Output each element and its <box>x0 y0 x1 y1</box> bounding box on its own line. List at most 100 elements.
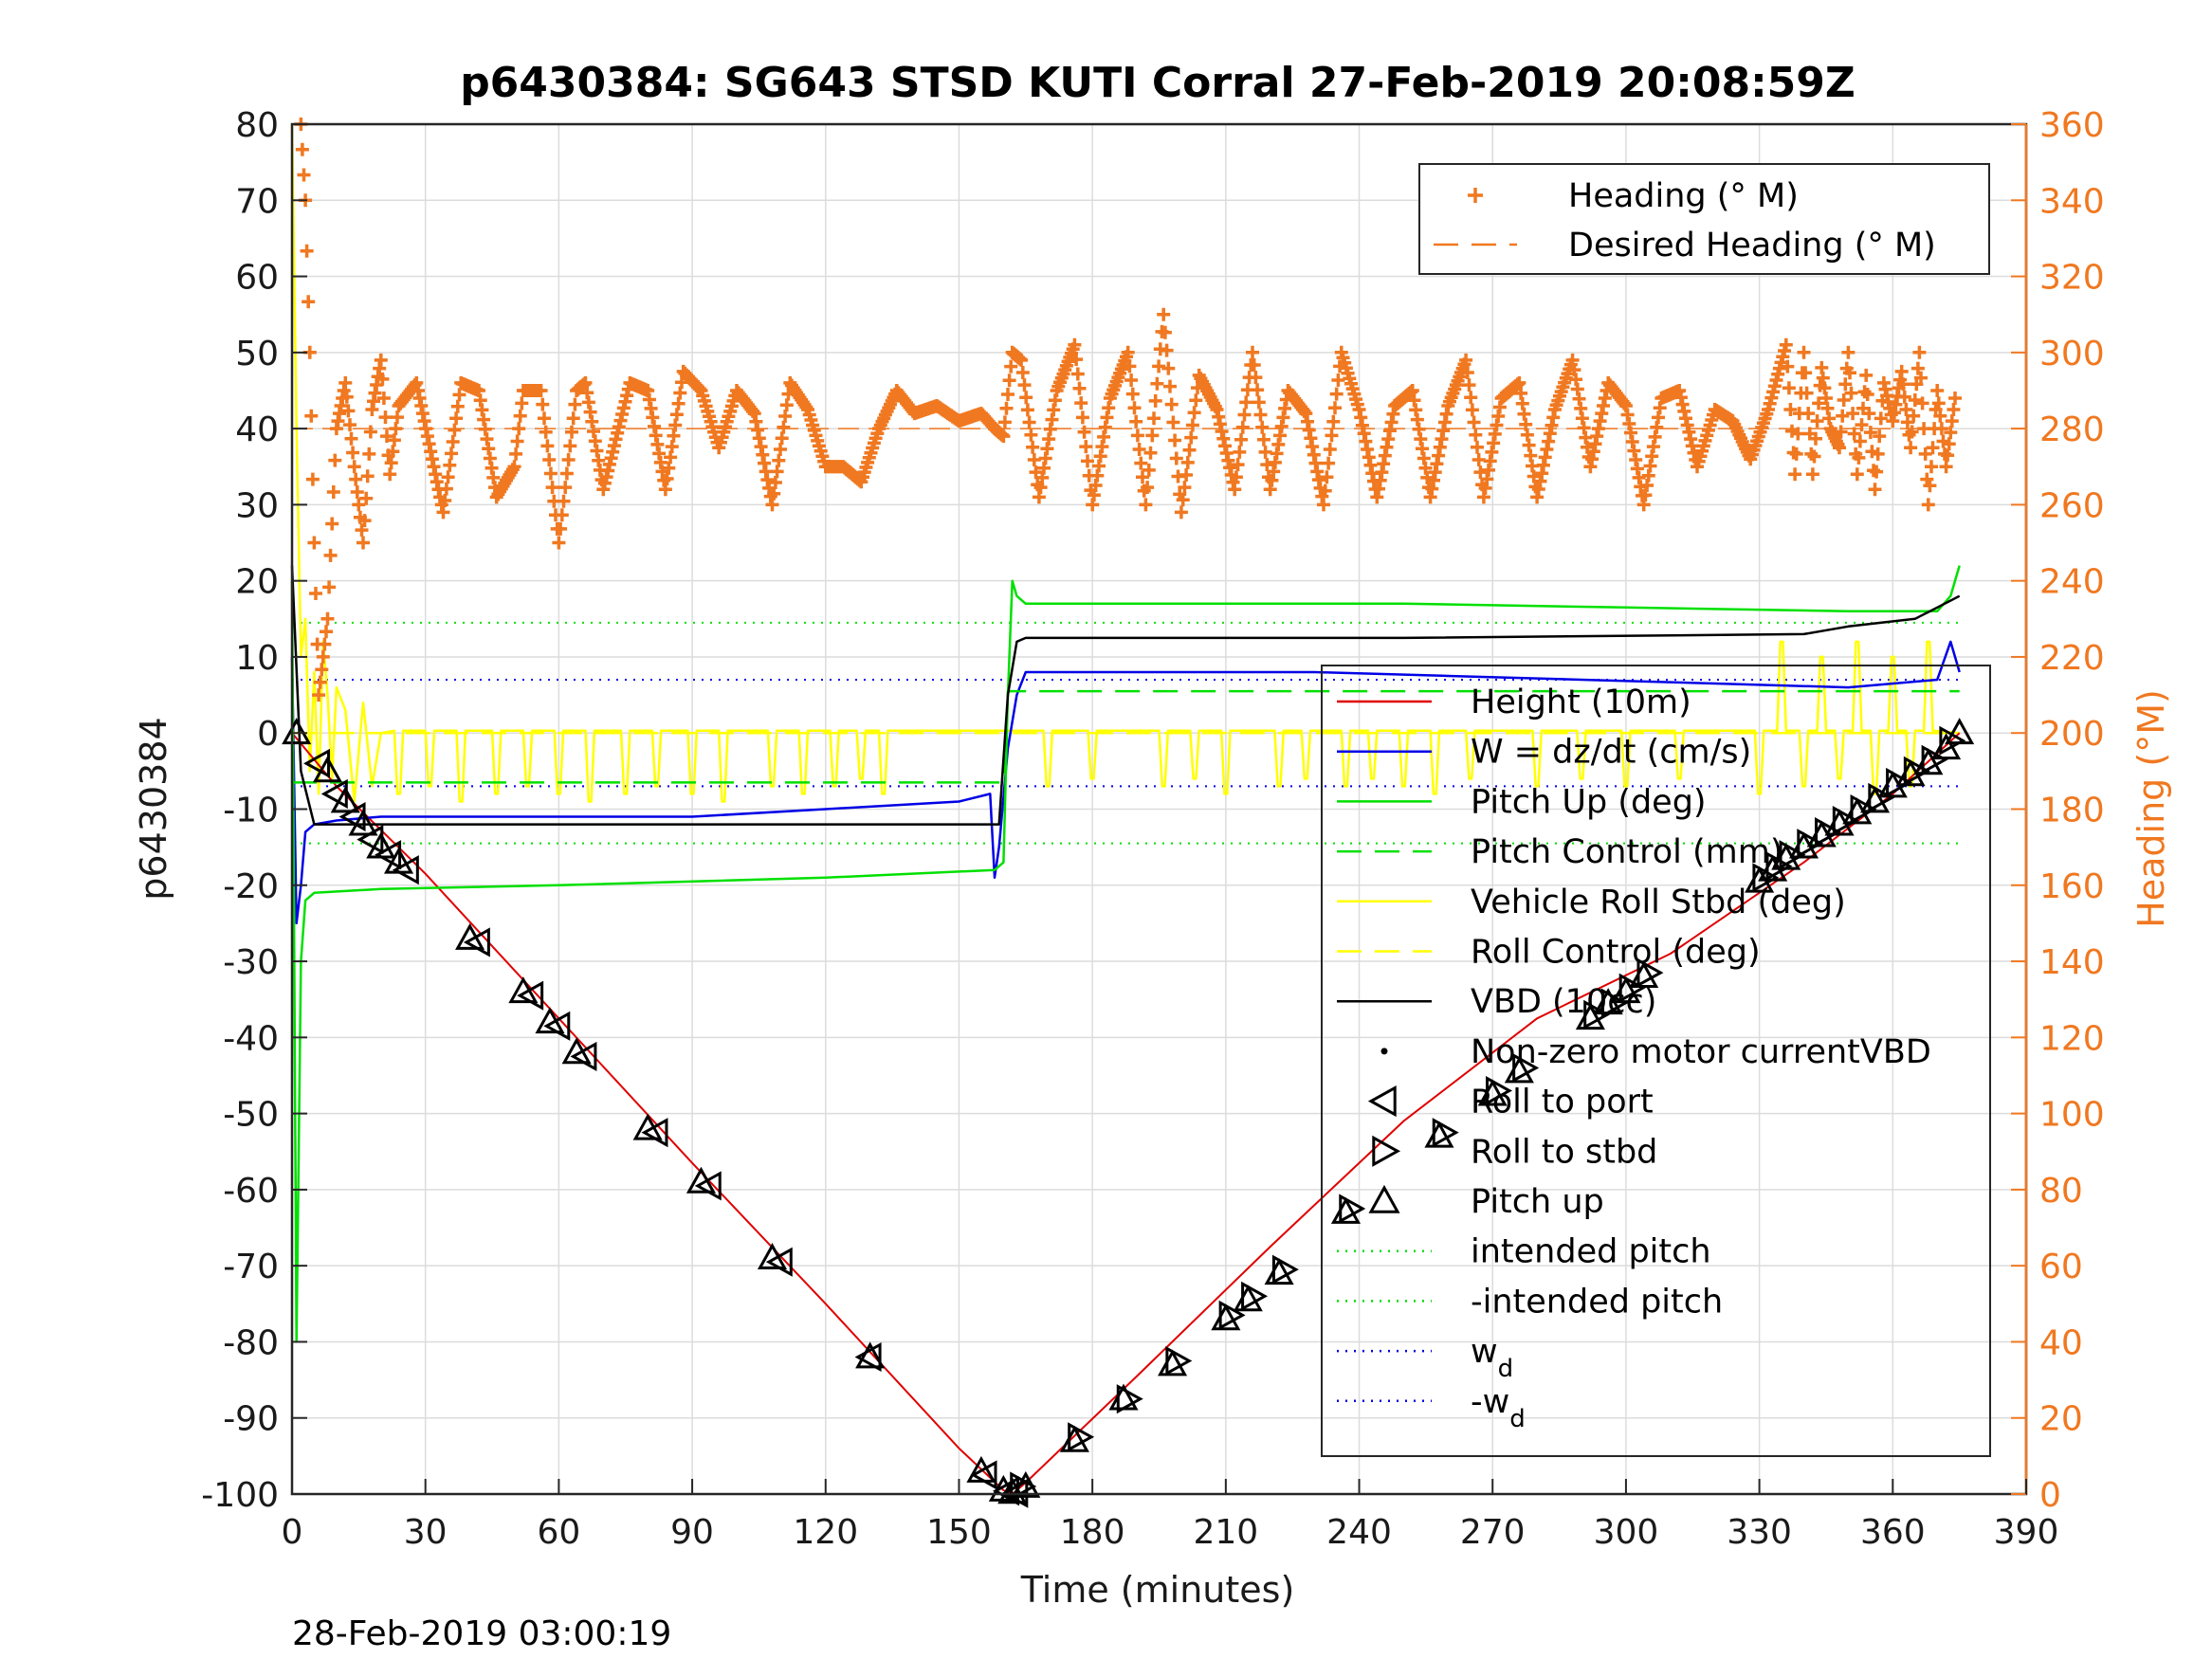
heading-marker <box>1234 432 1248 447</box>
heading-marker <box>1870 465 1884 479</box>
heading-marker <box>1627 444 1641 458</box>
roll-stbd-marker <box>1618 973 1646 1003</box>
heading-marker <box>1925 460 1938 474</box>
heading-marker <box>1255 420 1270 434</box>
heading-marker <box>1782 381 1796 395</box>
heading-marker <box>1235 420 1250 434</box>
roll-stbd-marker <box>1779 840 1806 870</box>
heading-marker <box>1125 387 1140 401</box>
heading-marker <box>1237 408 1252 422</box>
heading-marker <box>1074 396 1088 410</box>
heading-marker <box>1326 414 1341 428</box>
heading-marker <box>1228 483 1242 497</box>
x-tick-label: 30 <box>404 1513 448 1552</box>
legend-main-label: Roll to stbd <box>1471 1133 1657 1171</box>
heading-marker <box>323 548 338 562</box>
heading-marker <box>1416 442 1429 456</box>
heading-marker <box>1918 447 1932 461</box>
legend-swatch <box>1380 1048 1388 1055</box>
heading-marker <box>1797 345 1811 359</box>
heading-marker <box>386 445 400 459</box>
y-axis-label-right: Heading (°M) <box>2130 689 2172 928</box>
heading-marker <box>1015 366 1030 379</box>
pitch-up-marker <box>348 809 378 836</box>
heading-marker <box>1143 446 1158 460</box>
y-tick-label-left: 10 <box>235 639 279 678</box>
heading-marker <box>384 456 398 470</box>
heading-marker <box>374 353 388 367</box>
heading-marker <box>1002 374 1016 388</box>
heading-marker <box>1838 377 1853 392</box>
x-tick-label: 120 <box>793 1513 858 1552</box>
roll-port-marker <box>970 1460 997 1490</box>
roll-port-marker <box>320 778 348 809</box>
heading-marker <box>1908 393 1922 407</box>
heading-marker <box>441 470 455 484</box>
y-tick-label-right: 200 <box>2039 715 2105 754</box>
heading-marker <box>328 453 342 467</box>
heading-marker <box>376 392 391 405</box>
pitch-up-marker <box>312 756 343 783</box>
roll-port-marker <box>694 1171 722 1201</box>
heading-marker <box>1801 407 1816 421</box>
legend-heading: Heading (° M) Desired Heading (° M) <box>1418 163 1990 275</box>
heading-marker <box>1079 440 1093 454</box>
series-heading <box>294 118 1962 702</box>
heading-marker <box>1015 353 1029 367</box>
heading-marker <box>997 415 1012 429</box>
heading-marker <box>350 485 364 499</box>
grid <box>292 124 2026 1494</box>
heading-marker <box>558 481 573 495</box>
heading-marker <box>1239 395 1253 410</box>
heading-marker <box>1017 378 1032 392</box>
heading-marker <box>1809 431 1822 446</box>
heading-marker <box>307 536 321 550</box>
heading-marker <box>1318 483 1332 498</box>
heading-marker <box>1907 409 1921 423</box>
heading-marker <box>1850 467 1864 482</box>
heading-marker <box>313 675 327 689</box>
heading-marker <box>1180 455 1195 469</box>
heading-marker <box>1384 415 1398 429</box>
heading-marker <box>1077 425 1091 439</box>
heading-marker <box>339 390 354 404</box>
heading-marker <box>1471 440 1484 454</box>
roll-stbd-marker <box>1752 863 1780 893</box>
heading-marker <box>1141 481 1155 495</box>
heading-marker <box>1134 456 1148 470</box>
heading-marker <box>1807 449 1821 464</box>
heading-marker <box>1905 425 1919 439</box>
heading-marker <box>767 486 781 501</box>
legend-main-label: Pitch Control (mm) <box>1471 833 1782 871</box>
heading-marker <box>1467 415 1481 429</box>
heading-marker <box>320 611 335 626</box>
heading-marker <box>1841 345 1856 359</box>
roll-stbd-marker <box>1868 782 1895 813</box>
legend-main-box <box>1321 665 1991 1457</box>
roll-stbd-marker <box>1832 805 1859 836</box>
heading-marker <box>347 460 361 474</box>
heading-marker <box>452 388 466 402</box>
heading-marker <box>1132 443 1146 456</box>
heading-marker <box>1024 428 1038 442</box>
y-tick-label-left: 60 <box>235 259 279 298</box>
legend-main-label: Pitch Up (deg) <box>1471 783 1707 821</box>
roll-stbd-marker <box>1339 1194 1366 1224</box>
y-tick-label-left: 0 <box>257 715 279 754</box>
heading-marker <box>344 431 358 446</box>
x-tick-label: 240 <box>1326 1513 1392 1552</box>
heading-marker <box>539 425 553 439</box>
heading-marker <box>554 521 568 536</box>
heading-marker <box>552 536 566 550</box>
x-tick-label: 330 <box>1727 1513 1792 1552</box>
heading-marker <box>1329 387 1344 401</box>
roll-port-marker <box>338 801 366 832</box>
heading-marker <box>1027 453 1041 466</box>
y-axis-right: 3603403203002802602402202001801601401201… <box>2011 106 2105 1515</box>
heading-marker <box>338 375 353 390</box>
roll-stbd-marker <box>1765 851 1793 882</box>
roll-stbd-marker <box>1600 988 1628 1018</box>
legend-main-label: Vehicle Roll Stbd (deg) <box>1471 884 1846 921</box>
y-tick-label-left: -40 <box>223 1019 279 1058</box>
roll-stbd-marker <box>1815 817 1842 848</box>
